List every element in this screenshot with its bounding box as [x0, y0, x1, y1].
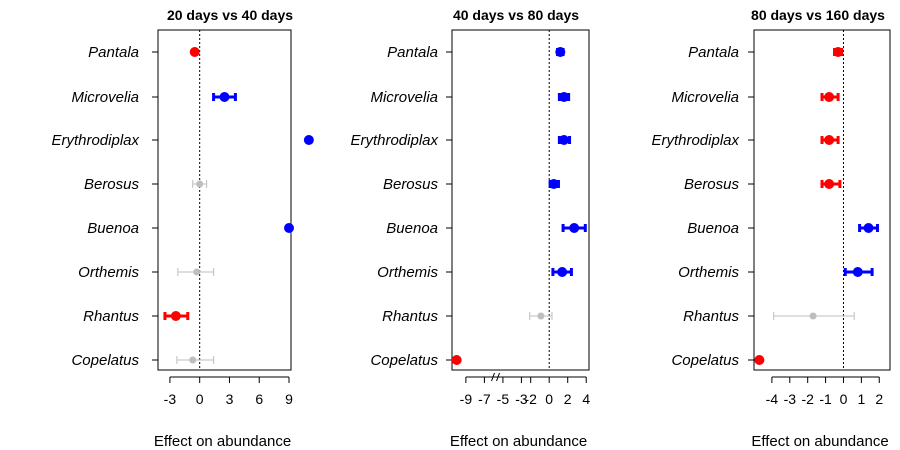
- estimate-point: [833, 47, 844, 57]
- species-label: Microvelia: [370, 89, 438, 106]
- species-label: Buenoa: [87, 220, 139, 237]
- species-label: Pantala: [688, 44, 739, 61]
- species-label: Buenoa: [386, 220, 438, 237]
- estimate-point: [569, 223, 580, 233]
- species-label: Copelatus: [71, 352, 139, 369]
- x-tick-label: -3: [164, 391, 177, 407]
- estimate-point: [809, 312, 817, 320]
- estimate-point: [219, 92, 230, 102]
- panel-1: 20 days vs 40 days Pantala Microvelia Eryth…: [51, 7, 314, 450]
- estimate-point: [548, 179, 559, 189]
- x-tick-label: 0: [196, 391, 204, 407]
- estimate-point: [189, 47, 200, 57]
- species-label: Microvelia: [671, 89, 739, 106]
- panel-3: 80 days vs 160 days Pantala Microvelia Eryt…: [651, 7, 891, 450]
- estimate-point: [303, 135, 314, 145]
- species-label: Copelatus: [671, 352, 739, 369]
- plot-frame: [753, 29, 891, 371]
- plot-frame: [157, 29, 292, 371]
- estimate-point: [559, 92, 570, 102]
- panel-title: 80 days vs 160 days: [751, 7, 885, 23]
- x-axis-label: Effect on abundance: [751, 433, 888, 450]
- species-label: Rhantus: [382, 308, 438, 325]
- species-label: Rhantus: [83, 308, 139, 325]
- x-tick-label: -3: [515, 391, 528, 407]
- estimate-point: [863, 223, 874, 233]
- x-tick-label: 4: [582, 391, 590, 407]
- x-tick-label: -5: [497, 391, 510, 407]
- species-label: Orthemis: [78, 264, 139, 281]
- species-label: Erythrodiplax: [651, 132, 739, 149]
- x-tick-label: 3: [226, 391, 234, 407]
- x-tick-label: 0: [840, 391, 848, 407]
- estimate-point: [852, 267, 863, 277]
- x-tick-label: 2: [564, 391, 572, 407]
- x-tick-label: -3: [784, 391, 797, 407]
- x-tick-label: -4: [766, 391, 779, 407]
- species-label: Berosus: [684, 176, 740, 193]
- x-tick-label: -1: [819, 391, 832, 407]
- x-tick-label: -9: [460, 391, 473, 407]
- species-label: Orthemis: [678, 264, 739, 281]
- x-tick-label: 2: [875, 391, 883, 407]
- estimate-point: [824, 92, 835, 102]
- x-tick-label: 0: [545, 391, 553, 407]
- estimate-point: [451, 355, 462, 365]
- estimate-point: [824, 179, 835, 189]
- estimate-point: [754, 355, 765, 365]
- species-label: Berosus: [84, 176, 140, 193]
- species-label: Microvelia: [71, 89, 139, 106]
- estimate-point: [824, 135, 835, 145]
- estimate-point: [196, 180, 204, 188]
- species-label: Orthemis: [377, 264, 438, 281]
- species-label: Pantala: [387, 44, 438, 61]
- x-tick-label: -2: [524, 391, 537, 407]
- estimate-point: [555, 47, 566, 57]
- estimate-point: [189, 356, 197, 364]
- estimate-point: [170, 311, 181, 321]
- species-label: Berosus: [383, 176, 439, 193]
- panel-title: 20 days vs 40 days: [167, 7, 293, 23]
- estimate-point: [559, 135, 570, 145]
- axis-break-mark: [496, 372, 500, 382]
- x-axis-label: Effect on abundance: [154, 433, 291, 450]
- species-label: Erythrodiplax: [350, 132, 438, 149]
- x-tick-label: -2: [801, 391, 814, 407]
- estimate-point: [193, 268, 201, 276]
- x-tick-label: 9: [285, 391, 293, 407]
- estimate-point: [557, 267, 568, 277]
- panel-2: 40 days vs 80 days Pantala Microvelia Eryth…: [350, 7, 590, 450]
- species-label: Erythrodiplax: [51, 132, 139, 149]
- x-axis-label: Effect on abundance: [450, 433, 587, 450]
- species-label: Copelatus: [370, 352, 438, 369]
- species-label: Pantala: [88, 44, 139, 61]
- axis-break-mark: [491, 372, 495, 382]
- x-tick-label: -7: [478, 391, 491, 407]
- estimate-point: [284, 223, 295, 233]
- species-label: Rhantus: [683, 308, 739, 325]
- x-tick-label: 6: [255, 391, 263, 407]
- panel-title: 40 days vs 80 days: [453, 7, 579, 23]
- estimate-point: [537, 312, 545, 320]
- species-label: Buenoa: [687, 220, 739, 237]
- plot-frame: [451, 29, 590, 371]
- x-tick-label: 1: [857, 391, 865, 407]
